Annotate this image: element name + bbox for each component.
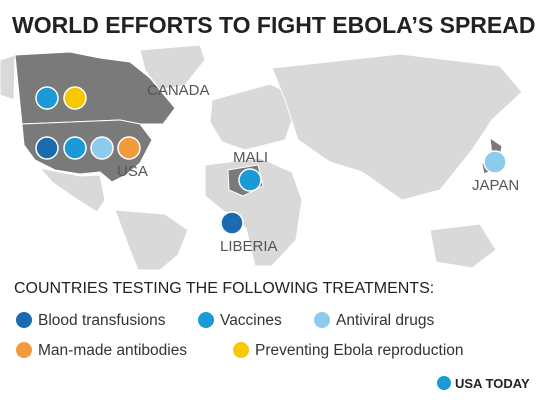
legend-title: COUNTRIES TESTING THE FOLLOWING TREATMEN…: [14, 280, 434, 297]
legend-swatch: [314, 312, 330, 328]
legend: Blood transfusions Vaccines Antiviral dr…: [16, 312, 464, 359]
alaska: [0, 54, 16, 101]
greenland: [139, 44, 206, 91]
dot-vaccines: [35, 86, 59, 110]
dot-reproduction: [63, 86, 87, 110]
legend-item: Vaccines: [220, 312, 282, 329]
legend-item: Antiviral drugs: [336, 312, 434, 329]
south-america: [114, 209, 189, 271]
dot-blood: [220, 211, 244, 235]
legend-item: Man-made antibodies: [38, 342, 187, 359]
country-label: LIBERIA: [220, 238, 278, 255]
dot-antibodies: [117, 136, 141, 160]
usa: [21, 119, 153, 183]
dot-vaccines: [63, 136, 87, 160]
country-label: JAPAN: [472, 177, 519, 194]
world-map: [0, 44, 523, 271]
dot-blood: [35, 136, 59, 160]
legend-swatch: [198, 312, 214, 328]
legend-swatch: [16, 312, 32, 328]
legend-swatch: [233, 342, 249, 358]
country-label: MALI: [233, 149, 268, 166]
country-label: CANADA: [147, 82, 210, 99]
dot-antiviral: [483, 150, 507, 174]
brand-logo: [437, 376, 451, 390]
europe: [209, 83, 301, 151]
legend-swatch: [16, 342, 32, 358]
treatment-dots: [35, 86, 507, 235]
legend-item: Preventing Ebola reproduction: [255, 342, 464, 359]
dot-antiviral: [90, 136, 114, 160]
asia: [271, 53, 523, 201]
title: WORLD EFFORTS TO FIGHT EBOLA’S SPREAD: [12, 12, 535, 38]
australia: [429, 223, 497, 269]
legend-item: Blood transfusions: [38, 312, 166, 329]
central-america: [38, 167, 106, 213]
dot-vaccines: [238, 168, 262, 192]
country-label: USA: [117, 163, 148, 180]
brand: USA TODAY: [455, 376, 530, 391]
